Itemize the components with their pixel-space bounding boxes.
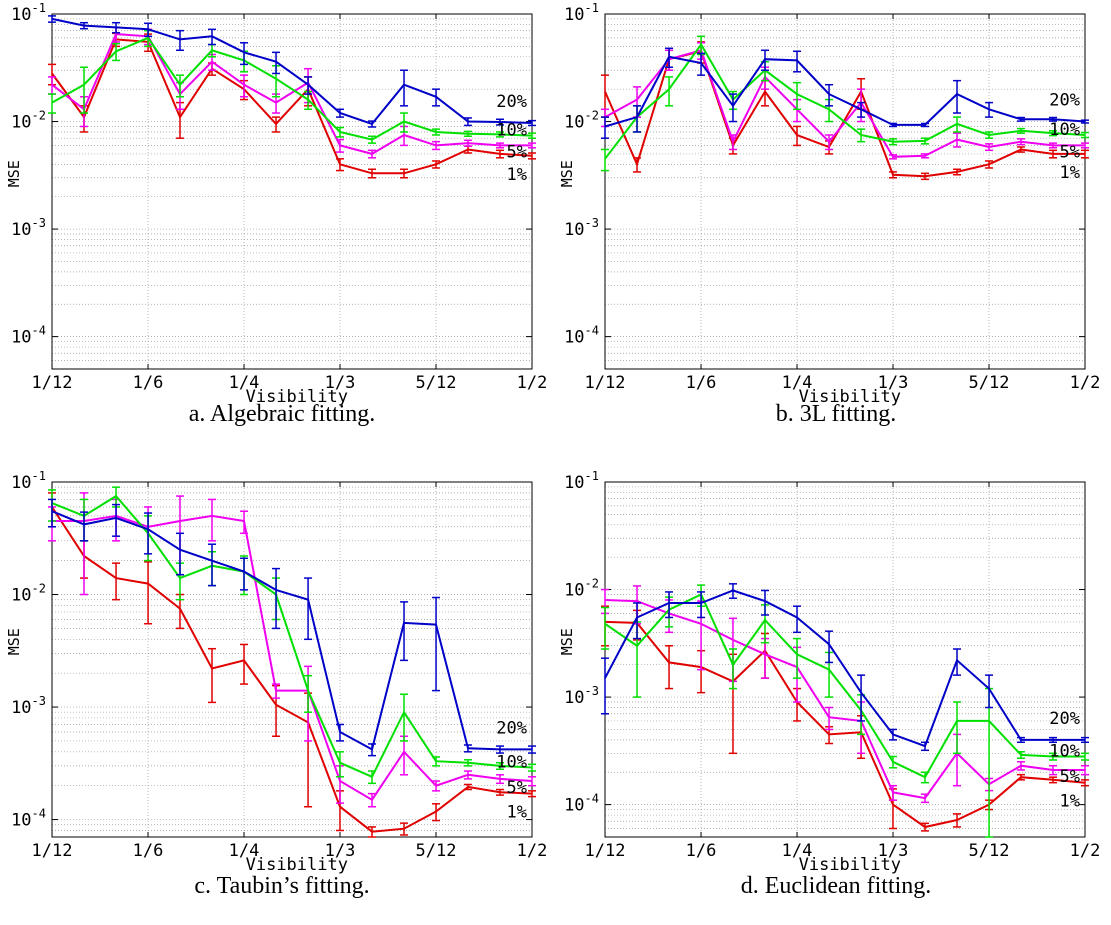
- x-tick-label: 1/2: [1070, 373, 1101, 393]
- plot-background: [605, 14, 1085, 369]
- x-tick-label: 1/3: [878, 841, 909, 861]
- series-20pct: [601, 583, 1089, 752]
- series-20pct: [48, 15, 536, 128]
- y-tick-label: 10-4: [11, 324, 46, 348]
- series-label: 20%: [1049, 709, 1080, 729]
- x-axis-label: Visibility: [246, 855, 348, 875]
- y-tick-label: 10-1: [11, 1, 46, 25]
- series-line: [51, 17, 533, 126]
- series-line: [51, 494, 533, 779]
- plot-background: [52, 482, 532, 837]
- y-tick-label: 10-1: [11, 469, 46, 493]
- y-tick-label: 10-4: [564, 792, 599, 816]
- x-tick-label: 1/12: [32, 373, 73, 393]
- x-tick-label: 5/12: [416, 373, 457, 393]
- chart-panel-4: 1/12 1/6 1/4 1/3 5/12 1/2 10-4 10-3 10-2 10-1 Visi…: [558, 469, 1100, 875]
- series-line: [604, 589, 1085, 748]
- plot-background: [605, 482, 1085, 837]
- x-tick-label: 1/2: [517, 841, 548, 861]
- y-tick-label: 10-3: [11, 216, 46, 240]
- series-label: 10%: [496, 121, 527, 141]
- x-tick-label: 1/12: [585, 373, 626, 393]
- x-tick-label: 5/12: [416, 841, 457, 861]
- x-tick-label: 1/3: [878, 373, 909, 393]
- x-tick-label: 1/2: [1070, 841, 1101, 861]
- x-tick-label: 1/4: [782, 373, 813, 393]
- chart-panel-1: 1/12 1/6 1/4 1/3 5/12 1/2 10-4 10-3 10-2 10-1 Visi…: [5, 1, 547, 407]
- y-tick-label: 10-1: [564, 1, 599, 25]
- x-tick-label: 1/6: [686, 841, 717, 861]
- y-tick-label: 10-4: [11, 807, 46, 831]
- series-label: 10%: [1049, 742, 1080, 762]
- y-tick-label: 10-3: [564, 684, 599, 708]
- axes-frame: [51, 481, 533, 838]
- series-label: 20%: [496, 718, 527, 738]
- series-line: [51, 33, 532, 155]
- x-tick-label: 1/3: [325, 841, 356, 861]
- series-10pct: [48, 29, 536, 144]
- series-label: 5%: [1060, 142, 1080, 162]
- x-tick-label: 1/6: [133, 841, 164, 861]
- x-axis-label: Visibility: [246, 387, 348, 407]
- x-tick-label: 1/4: [229, 373, 260, 393]
- x-tick-label: 1/12: [585, 841, 626, 861]
- x-axis-label: Visibility: [799, 387, 901, 407]
- caption-a: a. Algebraic fitting.: [189, 401, 376, 427]
- x-tick-label: 1/4: [229, 841, 260, 861]
- series-line: [52, 514, 533, 802]
- y-tick-label: 10-4: [564, 324, 599, 348]
- caption-c: c. Taubin’s fitting.: [194, 873, 369, 899]
- series-line: [604, 55, 1086, 128]
- series-label: 1%: [507, 165, 527, 185]
- series-20pct: [48, 498, 536, 757]
- y-axis-label: MSE: [558, 628, 576, 655]
- series-label: 10%: [1049, 120, 1080, 140]
- series-label: 5%: [1060, 767, 1080, 787]
- x-tick-label: 1/3: [325, 373, 356, 393]
- y-axis-label: MSE: [5, 628, 23, 655]
- x-tick-label: 1/6: [686, 373, 717, 393]
- axes-frame: [51, 13, 533, 370]
- series-label: 5%: [507, 778, 527, 798]
- y-tick-label: 10-2: [11, 109, 46, 133]
- series-label: 1%: [1060, 792, 1080, 812]
- caption-b: b. 3L fitting.: [776, 401, 896, 427]
- x-tick-label: 5/12: [969, 841, 1010, 861]
- y-tick-label: 10-2: [564, 109, 599, 133]
- x-tick-label: 1/12: [32, 841, 73, 861]
- y-tick-label: 10-3: [11, 694, 46, 718]
- x-tick-label: 5/12: [969, 373, 1010, 393]
- chart-panel-3: 1/12 1/6 1/4 1/3 5/12 1/2 10-4 10-3 10-2 10-1 Visi…: [5, 469, 547, 875]
- y-tick-label: 10-1: [564, 469, 599, 493]
- y-axis-label: MSE: [558, 160, 576, 187]
- chart-panel-2: 1/12 1/6 1/4 1/3 5/12 1/2 10-4 10-3 10-2 10-1 Visi…: [558, 1, 1100, 407]
- y-tick-label: 10-2: [564, 577, 599, 601]
- series-label: 10%: [496, 753, 527, 773]
- series-line: [51, 38, 533, 175]
- series-line: [51, 36, 533, 141]
- series-line: [51, 510, 532, 751]
- series-line: [604, 42, 1086, 160]
- series-label: 1%: [507, 803, 527, 823]
- y-axis-label: MSE: [5, 160, 23, 187]
- series-line: [604, 620, 1086, 829]
- series-label: 20%: [496, 92, 527, 112]
- x-tick-label: 1/4: [782, 841, 813, 861]
- series-line: [604, 599, 1085, 800]
- series-label: 1%: [1060, 163, 1080, 183]
- plot-background: [52, 14, 532, 369]
- y-tick-label: 10-3: [564, 216, 599, 240]
- x-tick-label: 1/6: [133, 373, 164, 393]
- axes-frame: [604, 13, 1086, 370]
- series-20pct: [601, 47, 1089, 139]
- series-label: 5%: [507, 142, 527, 162]
- series-line: [51, 506, 533, 833]
- y-tick-label: 10-2: [11, 582, 46, 606]
- x-axis-label: Visibility: [799, 855, 901, 875]
- x-tick-label: 1/2: [517, 373, 548, 393]
- series-label: 20%: [1049, 91, 1080, 111]
- caption-d: d. Euclidean fitting.: [741, 873, 932, 899]
